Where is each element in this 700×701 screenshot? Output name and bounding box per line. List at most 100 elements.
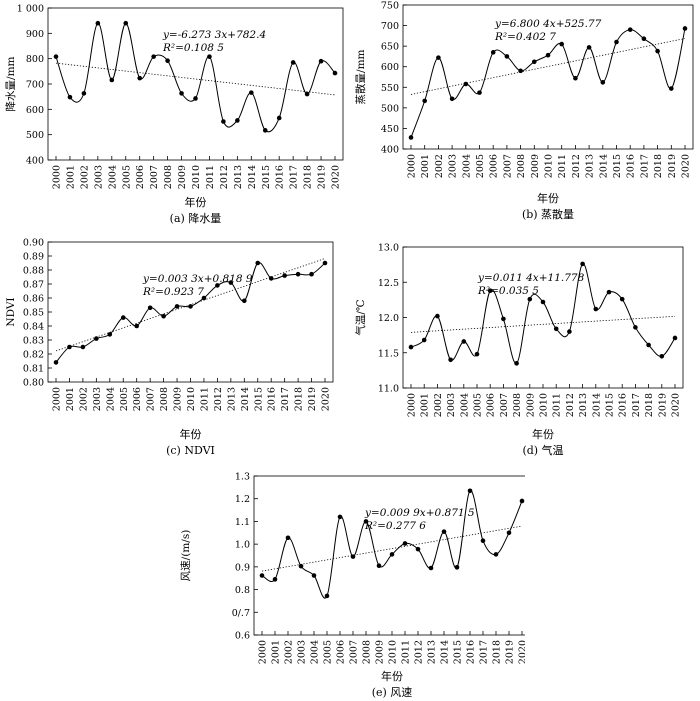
chart-c-point-20	[322, 260, 328, 266]
chart-b-caption: (b) 蒸散量	[522, 207, 574, 221]
chart-e-point-13	[428, 565, 434, 571]
chart-b-xtick-label-3: 2003	[448, 154, 459, 178]
chart-e-ytick-label-1: 0/.7	[232, 608, 250, 619]
chart-b-point-10	[545, 52, 551, 58]
chart-c-point-4	[107, 332, 113, 337]
chart-e-xtick-label-18: 2018	[492, 640, 503, 664]
chart-d-point-12	[567, 329, 572, 334]
chart-c-ytick-label-5: 0.85	[23, 308, 44, 319]
chart-d-point-17	[633, 325, 638, 330]
chart-c-xtick-label-16: 2016	[267, 387, 278, 411]
chart-d-point-2	[435, 313, 440, 319]
chart-b-point-8	[518, 68, 523, 74]
chart-a-xtick-label-18: 2018	[303, 165, 314, 189]
chart-a-xtick-label-20: 2020	[331, 165, 342, 189]
chart-a-xtick-label-2: 2002	[79, 165, 90, 189]
chart-b-point-16	[627, 27, 633, 32]
chart-d-xtick-label-7: 2007	[499, 393, 510, 417]
chart-b-point-4	[463, 81, 469, 87]
chart-b-point-0	[408, 135, 414, 140]
chart-c-point-5	[120, 315, 126, 320]
chart-b-point-2	[436, 55, 441, 60]
chart-e-point-3	[298, 563, 304, 569]
chart-b-point-6	[490, 50, 496, 55]
chart-c-r2: R²=0.923 7	[142, 286, 204, 298]
chart-c-xtick-label-20: 2020	[321, 387, 332, 411]
chart-c-xlabel: 年份	[180, 427, 202, 441]
chart-b-xtick-label-13: 2013	[585, 154, 596, 178]
chart-d-point-0	[408, 344, 414, 350]
chart-d-point-7	[501, 316, 506, 322]
chart-b-xtick-label-2: 2002	[434, 154, 445, 178]
chart-a-xtick-label-7: 2007	[149, 165, 160, 189]
chart-e-r2: R²=0.277 6	[364, 520, 426, 532]
chart-e-xtick-label-15: 2015	[453, 640, 464, 664]
chart-d-ytick-label-2: 12.0	[378, 313, 399, 324]
chart-d-xtick-label-13: 2013	[578, 393, 589, 417]
chart-c-ytick-label-4: 0.84	[23, 322, 44, 333]
chart-d-point-18	[646, 342, 651, 348]
chart-d-r2: R²=0.035 5	[477, 285, 539, 297]
chart-a-xtick-label-12: 2012	[219, 165, 230, 189]
chart-b-xtick-label-10: 2010	[544, 154, 555, 178]
chart-d-caption: (d) 气温	[522, 443, 563, 457]
chart-b-xtick-label-20: 2020	[681, 154, 692, 178]
chart-b-xtick-label-14: 2014	[598, 154, 609, 178]
chart-c-xtick-label-11: 2011	[199, 387, 210, 411]
chart-d-point-19	[659, 353, 665, 359]
chart-c-point-13	[228, 280, 234, 285]
chart-a-point-2	[81, 91, 87, 96]
chart-e-point-18	[493, 552, 499, 557]
chart-a-xtick-label-17: 2017	[289, 165, 300, 189]
chart-e-point-5	[324, 593, 330, 599]
chart-a-xlabel: 年份	[185, 195, 207, 209]
chart-e-point-1	[272, 577, 278, 582]
chart-c-ytick-label-7: 0.87	[23, 280, 44, 291]
chart-b-point-7	[504, 54, 510, 59]
chart-a-xtick-label-13: 2013	[233, 165, 244, 189]
chart-e-point-11	[402, 541, 408, 546]
chart-c-xtick-label-5: 2005	[119, 387, 130, 411]
chart-e-ytick-label-3: 0.9	[235, 562, 250, 573]
chart-a-point-5	[123, 20, 129, 26]
chart-d-point-14	[593, 306, 599, 312]
chart-d-point-1	[421, 337, 427, 343]
chart-e-xtick-label-11: 2011	[401, 640, 412, 664]
chart-c-point-1	[67, 344, 72, 350]
chart-a-point-13	[235, 118, 240, 123]
chart-b-point-19	[669, 86, 674, 91]
chart-a-xtick-label-15: 2015	[261, 165, 272, 189]
chart-a-point-8	[165, 58, 170, 63]
chart-b-xtick-label-1: 2001	[420, 154, 431, 178]
chart-c-equation: y=0.003 3x+0.818 9	[142, 273, 253, 285]
chart-d-plot-frame	[402, 246, 684, 389]
chart-e-point-16	[467, 488, 473, 494]
chart-e-xtick-label-3: 2003	[297, 640, 308, 664]
chart-b-point-13	[586, 45, 592, 50]
chart-d-xtick-label-4: 2004	[459, 393, 470, 417]
chart-e-point-20	[519, 498, 525, 504]
chart-c-xtick-label-6: 2006	[132, 387, 143, 411]
chart-a-point-17	[290, 60, 296, 65]
chart-a-xtick-label-6: 2006	[135, 165, 146, 189]
chart-e-xtick-label-1: 2001	[271, 640, 282, 664]
chart-d-xtick-label-12: 2012	[565, 393, 576, 417]
chart-b-xtick-label-0: 2000	[407, 154, 418, 178]
chart-a-ytick-label-4: 800	[26, 54, 44, 65]
chart-a-point-11	[207, 54, 212, 59]
chart-b-equation: y=6.800 4x+525.77	[494, 18, 602, 30]
chart-a-xtick-label-19: 2019	[317, 165, 328, 189]
chart-e-xtick-label-10: 2010	[388, 640, 399, 664]
chart-e-point-7	[350, 554, 356, 559]
chart-b-point-14	[600, 80, 606, 85]
chart-e-ytick-label-0: 0.6	[235, 631, 250, 642]
chart-d-xtick-label-3: 2003	[446, 393, 457, 417]
chart-a-point-3	[95, 20, 101, 26]
chart-a-equation: y=-6.273 3x+782.4	[162, 29, 266, 41]
chart-b-series-line	[410, 28, 686, 138]
chart-d-temperature: 11.0 11.5 12.0 12.5 13.0 2000 2001 2002 2003 2004…	[354, 243, 684, 457]
chart-d-point-6	[487, 288, 493, 294]
chart-a-ytick-label-3: 700	[26, 80, 44, 91]
chart-b-point-11	[559, 41, 564, 47]
chart-d-xlabel: 年份	[532, 427, 554, 441]
